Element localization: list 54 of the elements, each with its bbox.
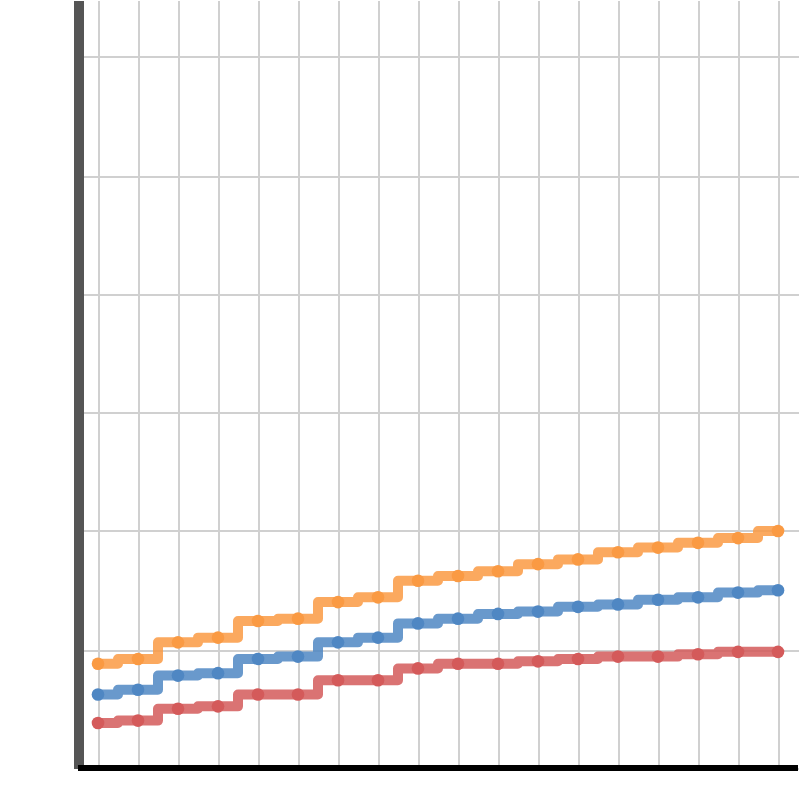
point: [371, 673, 385, 687]
point: [651, 593, 665, 607]
point: [251, 614, 265, 628]
point: [291, 650, 305, 663]
point: [371, 591, 385, 604]
point: [771, 524, 785, 538]
point: [211, 631, 225, 644]
point: [171, 702, 185, 716]
point: [571, 652, 585, 666]
point: [491, 657, 505, 671]
point: [331, 595, 345, 609]
point: [251, 652, 265, 666]
point: [531, 655, 545, 668]
point: [691, 536, 705, 550]
point: [651, 650, 665, 663]
point: [91, 657, 105, 671]
point: [611, 598, 625, 611]
point: [531, 557, 545, 571]
point: [451, 612, 465, 625]
point: [91, 688, 105, 701]
point: [731, 531, 745, 545]
point: [171, 636, 185, 649]
point: [371, 631, 385, 644]
point: [651, 541, 665, 554]
point: [731, 586, 745, 599]
point: [691, 591, 705, 604]
point: [611, 650, 625, 663]
point: [491, 607, 505, 621]
point: [131, 683, 145, 697]
point: [411, 617, 425, 630]
point: [531, 605, 545, 618]
point: [131, 714, 145, 727]
point: [411, 574, 425, 588]
point: [291, 688, 305, 701]
point: [571, 553, 585, 566]
point: [571, 600, 585, 614]
point: [331, 636, 345, 649]
point: [171, 669, 185, 682]
point: [211, 666, 225, 680]
point: [611, 545, 625, 559]
point: [331, 673, 345, 687]
point: [771, 645, 785, 659]
point: [251, 688, 265, 701]
point: [771, 583, 785, 597]
point: [211, 700, 225, 713]
point: [411, 662, 425, 675]
point: [491, 564, 505, 578]
point: [291, 612, 305, 625]
point: [691, 647, 705, 661]
point: [91, 716, 105, 730]
point: [451, 657, 465, 671]
point: [131, 652, 145, 666]
point: [451, 569, 465, 583]
point: [731, 645, 745, 659]
